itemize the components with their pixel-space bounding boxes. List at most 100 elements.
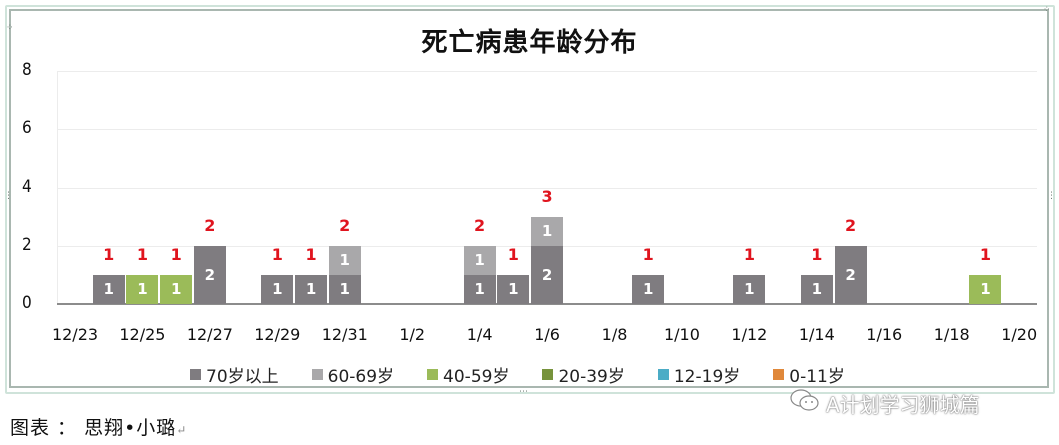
bar-segment: 1 <box>92 274 125 304</box>
x-tick-label: 12/29 <box>254 325 301 344</box>
legend-item[interactable]: 20-39岁 <box>542 362 625 387</box>
legend-swatch <box>773 369 785 380</box>
legend-swatch <box>542 369 554 380</box>
bar-segment: 2 <box>834 245 867 304</box>
legend-label: 40-59岁 <box>443 367 510 387</box>
bar-segment: 1 <box>328 274 361 304</box>
plot-left-edge <box>57 71 58 304</box>
legend-swatch <box>311 369 323 380</box>
gridline <box>57 129 1037 131</box>
bar-segment: 1 <box>531 216 564 246</box>
bar-segment: 1 <box>463 274 496 304</box>
total-label: 1 <box>811 244 823 264</box>
x-tick-label: 12/27 <box>186 325 233 344</box>
x-tick-label: 1/14 <box>798 325 835 344</box>
x-tick-label: 1/8 <box>601 325 628 344</box>
chart-title: 死亡病患年龄分布 <box>421 28 638 58</box>
bar-segment: 1 <box>328 245 361 275</box>
x-tick-label: 1/12 <box>731 325 768 344</box>
y-tick-label: 0 <box>22 293 32 313</box>
total-label: 1 <box>136 244 148 264</box>
legend-item[interactable]: 0-11岁 <box>773 362 845 387</box>
resize-handle-bottom[interactable]: ⋯ <box>519 387 528 397</box>
resize-handle-right[interactable]: ⋮ <box>1047 191 1056 201</box>
total-label: 1 <box>642 244 654 264</box>
legend-label: 0-11岁 <box>789 367 845 387</box>
legend-label: 70岁以上 <box>206 367 279 387</box>
resize-handle-left[interactable]: ⋮ <box>4 191 13 201</box>
total-label: 1 <box>170 244 182 264</box>
watermark: A计划学习狮城篇 <box>790 388 980 419</box>
figure-caption: 图表 ： 思翔•小璐↵ <box>10 413 187 440</box>
wechat-icon <box>790 388 820 419</box>
bar-segment: 2 <box>193 245 226 304</box>
legend-label: 20-39岁 <box>558 367 625 387</box>
legend-label: 60-69岁 <box>327 367 395 387</box>
total-label: 1 <box>103 244 115 264</box>
gridline <box>57 71 1037 72</box>
legend-item[interactable]: 40-59岁 <box>427 362 509 387</box>
bar-segment: 1 <box>497 274 530 304</box>
y-tick-label: 6 <box>22 118 32 139</box>
x-tick-label: 1/16 <box>866 325 903 344</box>
total-label: 2 <box>844 215 857 235</box>
legend-item[interactable]: 70岁以上 <box>190 362 279 387</box>
y-tick-label: 8 <box>22 60 32 80</box>
bar-segment: 1 <box>463 245 496 275</box>
total-label: 1 <box>979 244 991 264</box>
total-label: 2 <box>204 215 216 235</box>
total-label: 1 <box>271 244 283 264</box>
total-label: 2 <box>339 215 351 235</box>
legend-item[interactable]: 60-69岁 <box>311 362 395 387</box>
resize-handle-top-right[interactable]: ⁘ <box>1043 5 1051 15</box>
caption-text: 图表 ： 思翔•小璐 <box>10 417 177 439</box>
bar-segment: 1 <box>261 274 294 304</box>
total-label: 1 <box>305 244 317 264</box>
total-label: 3 <box>541 186 553 206</box>
bar-segment: 1 <box>632 274 665 304</box>
bar-segment: 2 <box>531 245 564 304</box>
x-tick-label: 1/6 <box>534 325 560 344</box>
x-tick-label: 1/20 <box>1001 325 1038 344</box>
bar-segment: 1 <box>969 274 1002 304</box>
legend-swatch <box>427 369 439 380</box>
x-tick-label: 1/18 <box>933 325 970 344</box>
legend-swatch <box>190 369 201 380</box>
resize-handle-top-left[interactable]: ⁘ <box>6 23 14 33</box>
x-tick-label: 12/23 <box>51 325 99 344</box>
chart-frame-outer <box>5 5 1055 394</box>
return-mark: ↵ <box>176 423 188 437</box>
watermark-text: A计划学习狮城篇 <box>826 393 980 417</box>
bar-segment: 1 <box>295 274 328 304</box>
bar-segment: 1 <box>126 274 159 304</box>
legend-item[interactable]: 12-19岁 <box>657 362 741 387</box>
x-tick-label: 1/2 <box>399 325 426 344</box>
total-label: 1 <box>743 244 755 264</box>
y-tick-label: 2 <box>22 234 32 255</box>
chart-frame[interactable] <box>9 9 1049 388</box>
x-tick-label: 12/25 <box>119 325 166 344</box>
x-tick-label: 1/10 <box>663 325 700 344</box>
x-tick-label: 1/4 <box>466 325 493 344</box>
bar-segment: 1 <box>800 274 833 304</box>
gridline <box>57 187 1037 189</box>
legend-swatch <box>657 369 669 380</box>
legend-label: 12-19岁 <box>673 367 741 387</box>
total-label: 1 <box>507 244 519 264</box>
